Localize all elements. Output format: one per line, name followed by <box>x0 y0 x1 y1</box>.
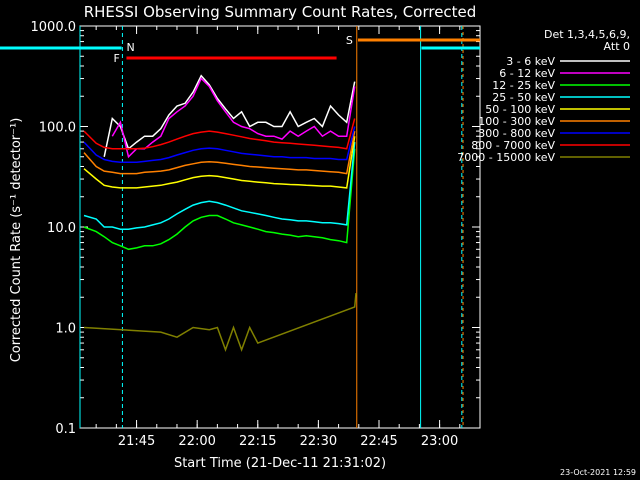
series-line-3 <box>83 148 356 251</box>
x-tick-label: 22:00 <box>178 434 215 449</box>
timestamp: 23-Oct-2021 12:59 <box>560 468 636 477</box>
y-tick-label: 10.0 <box>47 221 76 236</box>
flag-label-s: S <box>346 34 353 47</box>
legend-label-9: 7000 - 15000 keV <box>457 151 555 164</box>
series-line-4 <box>83 142 356 230</box>
chart-title: RHESSI Observing Summary Count Rates, Co… <box>84 3 477 21</box>
legend-label-8: 800 - 7000 keV <box>471 139 555 152</box>
plot-layer: 0.1 1.0 10.0 100.0 1000.0 21:45 22:00 22:15 22:3… <box>0 20 630 449</box>
series-line-2 <box>111 77 356 159</box>
x-axis-label: Start Time (21-Dec-11 21:31:02) <box>174 456 386 471</box>
legend-label-5: 50 - 100 keV <box>485 103 555 116</box>
y-tick-label: 100.0 <box>39 121 76 136</box>
series-line-8 <box>83 118 356 150</box>
legend-title-line-2: Att 0 <box>604 40 630 53</box>
legend-label-2: 6 - 12 keV <box>499 67 555 80</box>
x-tick-label: 23:00 <box>421 434 458 449</box>
legend-label-6: 100 - 300 keV <box>478 115 555 128</box>
y-tick-label: 0.1 <box>55 422 76 437</box>
series-line-9 <box>83 293 357 353</box>
legend-label-3: 12 - 25 keV <box>492 79 555 92</box>
flag-label-f: F <box>114 52 120 65</box>
series-line-1 <box>103 74 356 157</box>
legend-label-7: 300 - 800 keV <box>478 127 555 140</box>
y-tick-label: 1000.0 <box>31 20 77 35</box>
x-tick-label: 22:15 <box>239 434 276 449</box>
legend-label-4: 25 - 50 keV <box>492 91 555 104</box>
series-line-7 <box>83 126 356 164</box>
legend-label-1: 3 - 6 keV <box>506 55 555 68</box>
series-line-5 <box>83 136 356 189</box>
series-line-6 <box>83 130 356 175</box>
y-axis-label: Corrected Count Rate (s⁻¹ detector⁻¹) <box>9 118 24 363</box>
x-tick-label: 21:45 <box>118 434 155 449</box>
x-tick-label: 22:45 <box>360 434 397 449</box>
flag-label-n: N <box>126 41 134 54</box>
y-tick-label: 1.0 <box>55 322 76 337</box>
x-tick-label: 22:30 <box>300 434 337 449</box>
legend-title-line-1: Det 1,3,4,5,6,9, <box>544 28 630 41</box>
